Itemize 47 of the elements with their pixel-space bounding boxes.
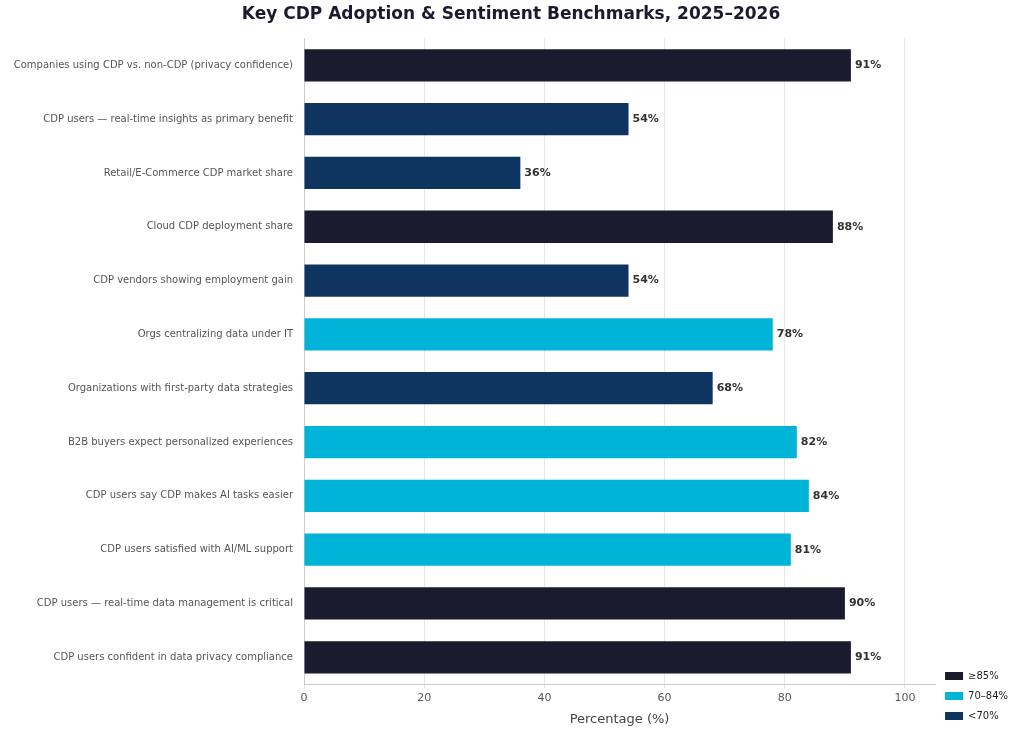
bar <box>304 372 713 405</box>
bar <box>304 49 851 82</box>
y-tick-label: CDP users — real-time data management is critical <box>36 597 293 609</box>
y-tick-label: Organizations with first-party data strategies <box>67 381 293 393</box>
x-tick-label: 20 <box>417 690 432 704</box>
x-tick-label: 0 <box>300 690 308 704</box>
y-tick-label: Retail/E-Commerce CDP market share <box>103 166 293 178</box>
data-label: 88% <box>836 219 864 233</box>
y-tick-label: B2B buyers expect personalized experiences <box>67 435 293 447</box>
y-tick-label: Orgs centralizing data under IT <box>137 327 294 339</box>
data-label: 81% <box>794 542 822 556</box>
legend-label: <70% <box>968 709 999 721</box>
bar <box>304 210 833 243</box>
bar <box>304 479 809 512</box>
x-tick-label: 60 <box>657 690 672 704</box>
x-tick-label: 80 <box>777 690 792 704</box>
bar <box>304 264 629 297</box>
chart-title: Key CDP Adoption & Sentiment Benchmarks, 2025–2026 <box>241 2 781 23</box>
data-label: 54% <box>632 111 659 125</box>
data-label: 91% <box>854 58 882 72</box>
legend-label: ≥85% <box>968 669 999 681</box>
data-label: 91% <box>854 650 882 664</box>
data-label: 54% <box>632 273 659 287</box>
data-label: 90% <box>848 596 876 610</box>
legend-label: 70–84% <box>968 689 1008 701</box>
data-label: 82% <box>800 434 828 448</box>
data-label: 78% <box>776 327 804 341</box>
y-tick-label: CDP users — real-time insights as primary benefit <box>43 112 294 124</box>
x-tick-label: 40 <box>537 690 552 704</box>
data-label: 36% <box>524 165 551 179</box>
y-tick-label: Cloud CDP deployment share <box>146 220 293 232</box>
y-tick-label: CDP users satisfied with AI/ML support <box>100 543 294 555</box>
bar <box>304 641 851 674</box>
bar <box>304 533 791 566</box>
x-axis-title: Percentage (%) <box>569 710 670 726</box>
bar <box>304 156 521 190</box>
y-tick-label: CDP users confident in data privacy compliance <box>53 650 293 662</box>
data-label: 68% <box>716 381 744 395</box>
y-tick-label: CDP vendors showing employment gain <box>93 274 293 286</box>
y-tick-label: CDP users say CDP makes AI tasks easier <box>85 489 294 501</box>
y-tick-label: Companies using CDP vs. non-CDP (privacy confidence) <box>13 58 294 70</box>
bar <box>304 425 797 459</box>
bar <box>304 587 845 620</box>
x-tick-label: 100 <box>894 690 916 704</box>
bar <box>304 102 629 136</box>
bar <box>304 318 773 351</box>
data-label: 84% <box>812 488 840 502</box>
